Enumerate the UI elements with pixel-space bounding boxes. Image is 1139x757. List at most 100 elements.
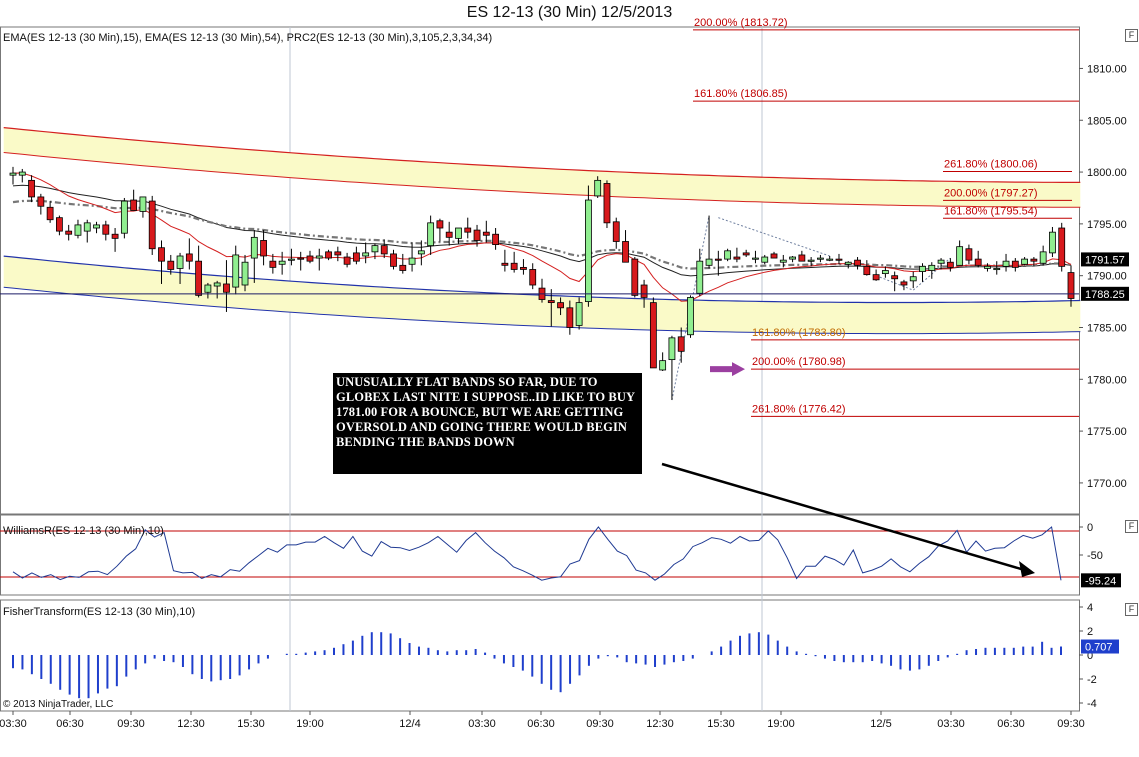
candle [566,307,574,328]
candle [390,253,397,267]
candle [677,336,685,352]
current-price-flag: 1788.25 [1085,289,1125,301]
time-tick-label: 09:30 [1057,718,1085,730]
candle [9,172,17,176]
candle [928,264,936,271]
candle [37,196,45,207]
fib-label: 161.80% (1783.80) [752,327,846,339]
candle [659,360,667,371]
candle [520,266,527,270]
time-tick-label: 09:30 [117,718,145,730]
fisher-panel-button[interactable]: F [1125,603,1138,616]
fib-label: 200.00% (1813.72) [694,17,788,29]
candle [900,281,908,286]
candle [102,224,110,235]
candle [1039,251,1047,264]
upper-band-fill [3,127,1081,208]
candle [473,229,481,241]
fib-label: 200.00% (1780.98) [752,356,846,368]
candle [909,276,917,282]
candle [631,258,639,296]
candle [696,260,704,294]
candle [306,255,314,262]
fib-label: 161.80% (1795.54) [944,205,1038,217]
fisher-tick-label: 2 [1087,626,1093,638]
fisher-tick-label: 4 [1087,602,1093,614]
candle [297,257,305,260]
candle [120,200,128,234]
candle [585,199,592,302]
zigzag-line [875,257,951,291]
candle [752,257,759,260]
candle [139,196,147,212]
time-tick-label: 03:30 [937,718,965,730]
candle [334,251,342,256]
fib-label: 200.00% (1797.27) [944,187,1038,199]
candle [417,250,425,255]
candle [640,284,648,298]
price-tick-label: 1790.00 [1087,271,1127,283]
time-tick-label: 06:30 [527,718,555,730]
candle [612,221,620,242]
candle [807,259,815,262]
candle [1049,231,1056,254]
candle [241,261,249,286]
candle [724,250,732,260]
candle [881,270,889,275]
candle [213,282,221,287]
candle [854,259,861,266]
time-tick-label: 15:30 [237,718,265,730]
candle [232,254,240,288]
time-tick-label: 12/4 [399,718,420,730]
candle [269,260,277,268]
candle [445,231,453,238]
price-tick-label: 1775.00 [1087,426,1127,438]
candle [798,254,806,262]
price-tick-label: 1805.00 [1087,115,1127,127]
candle [176,255,184,269]
candle [195,260,203,296]
candle [501,262,509,266]
candle [817,257,824,260]
candle [1030,258,1038,262]
time-tick-label: 03:30 [468,718,496,730]
fisher-tick-label: -2 [1087,674,1097,686]
candle [83,222,91,232]
fib-label: 161.80% (1806.85) [694,88,788,100]
candle [965,248,973,261]
candle [1021,258,1028,265]
purple-arrow-head [732,362,745,377]
time-tick-label: 19:00 [296,718,324,730]
price-tick-label: 1785.00 [1087,322,1127,334]
candle [789,256,796,260]
price-panel-button[interactable]: F [1125,29,1138,42]
candle [946,261,954,268]
williams-panel-button[interactable]: F [1125,520,1138,533]
time-tick-label: 06:30 [56,718,84,730]
candle [278,260,286,265]
zigzag-line [671,215,710,401]
candle [185,253,193,262]
lower-band-outer [3,286,1081,335]
candle [714,258,722,261]
candle [111,233,119,239]
time-tick-label: 12/5 [870,718,891,730]
candle [204,284,212,293]
upper-band-inner [3,152,1081,208]
candle [148,200,156,250]
candle [250,236,258,259]
candle [362,252,370,257]
candle [872,274,880,281]
time-tick-label: 15:30 [707,718,735,730]
candle [603,183,611,224]
candle [826,258,834,261]
candle [1067,272,1075,299]
candle [65,230,73,235]
candle [371,245,379,253]
time-tick-label: 12:30 [646,718,674,730]
time-tick-label: 12:30 [177,718,205,730]
time-tick-label: 06:30 [997,718,1025,730]
time-tick-label: 19:00 [767,718,795,730]
price-tick-label: 1770.00 [1087,478,1127,490]
